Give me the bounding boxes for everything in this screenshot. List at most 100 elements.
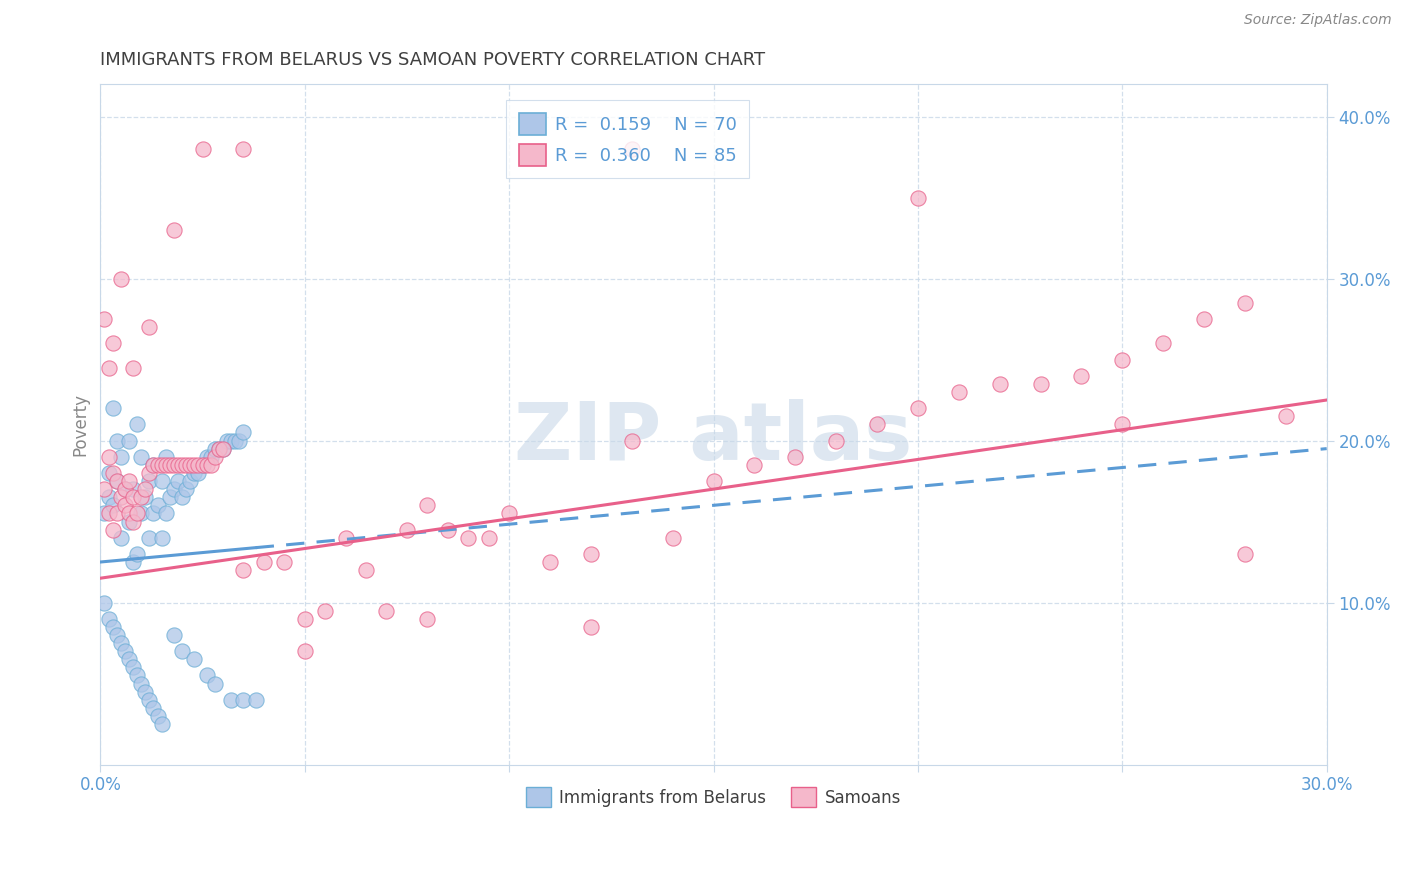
Point (118, 652, 141, 666)
Point (212, 442, 235, 456)
Point (142, 507, 165, 521)
Point (138, 474, 160, 488)
Text: IMMIGRANTS FROM BELARUS VS SAMOAN POVERTY CORRELATION CHART: IMMIGRANTS FROM BELARUS VS SAMOAN POVERT… (100, 51, 765, 69)
Point (1111, 417, 1133, 432)
Point (1111, 352, 1133, 367)
Point (150, 717, 173, 731)
Point (127, 668, 149, 682)
Point (110, 490, 132, 504)
Point (1152, 336, 1174, 351)
Point (179, 474, 201, 488)
Point (138, 466, 160, 480)
Point (93, 482, 115, 496)
Point (105, 434, 128, 448)
Point (314, 604, 336, 618)
Point (114, 498, 136, 512)
Point (163, 223, 186, 237)
Point (538, 555, 561, 569)
Point (1233, 295, 1256, 310)
Point (204, 676, 226, 690)
Point (498, 507, 520, 521)
Point (224, 434, 246, 448)
Point (948, 384, 970, 399)
Point (134, 482, 156, 496)
Point (129, 507, 152, 521)
Point (146, 458, 169, 472)
Point (174, 482, 197, 496)
Point (122, 660, 145, 674)
Point (142, 458, 165, 472)
Point (97, 490, 120, 504)
Point (127, 547, 149, 561)
Point (187, 458, 209, 472)
Point (208, 442, 231, 456)
Point (228, 434, 250, 448)
Point (110, 450, 132, 464)
Point (179, 458, 201, 472)
Point (105, 507, 128, 521)
Point (105, 628, 128, 642)
Point (142, 701, 165, 715)
Point (200, 458, 222, 472)
Point (294, 612, 316, 626)
Y-axis label: Poverty: Poverty (72, 392, 89, 456)
Point (245, 692, 267, 706)
Point (163, 482, 186, 496)
Point (155, 450, 177, 464)
Point (114, 482, 136, 496)
Point (354, 563, 377, 577)
Point (620, 434, 643, 448)
Point (183, 466, 205, 480)
Point (217, 434, 239, 448)
Point (138, 320, 160, 334)
Point (146, 709, 169, 723)
Point (138, 692, 160, 706)
Point (150, 531, 173, 545)
Point (191, 458, 214, 472)
Point (620, 142, 643, 156)
Point (212, 442, 235, 456)
Point (105, 474, 128, 488)
Point (93, 595, 115, 609)
Point (101, 620, 124, 634)
Point (273, 555, 295, 569)
Point (163, 458, 186, 472)
Point (110, 531, 132, 545)
Point (195, 458, 218, 472)
Point (204, 450, 226, 464)
Point (195, 668, 218, 682)
Point (744, 458, 766, 472)
Point (1233, 547, 1256, 561)
Point (375, 604, 398, 618)
Point (195, 450, 218, 464)
Point (101, 466, 124, 480)
Point (395, 523, 418, 537)
Point (146, 498, 169, 512)
Point (253, 555, 276, 569)
Point (208, 442, 231, 456)
Point (150, 474, 173, 488)
Point (97, 450, 120, 464)
Point (785, 450, 807, 464)
Point (129, 450, 152, 464)
Point (187, 466, 209, 480)
Point (988, 376, 1011, 391)
Point (183, 652, 205, 666)
Point (101, 523, 124, 537)
Point (702, 474, 724, 488)
Point (1029, 376, 1052, 391)
Point (97, 507, 120, 521)
Point (416, 612, 439, 626)
Point (129, 490, 152, 504)
Point (825, 434, 848, 448)
Point (172, 644, 194, 658)
Point (579, 620, 602, 634)
Point (167, 474, 190, 488)
Point (478, 531, 501, 545)
Point (118, 474, 141, 488)
Point (1192, 312, 1215, 326)
Point (101, 498, 124, 512)
Point (127, 507, 149, 521)
Point (118, 515, 141, 529)
Point (579, 547, 602, 561)
